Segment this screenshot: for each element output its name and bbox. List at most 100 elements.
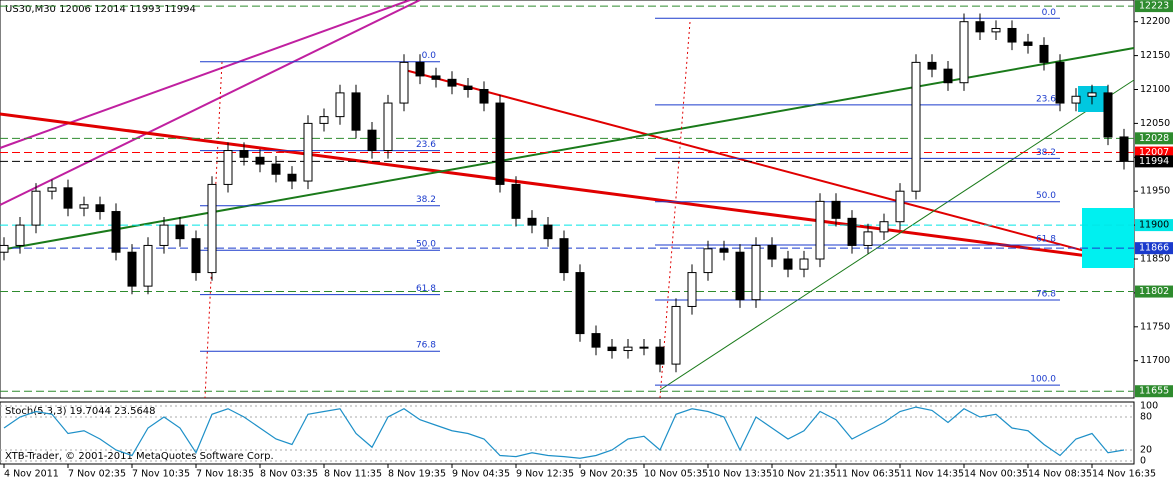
candle-body [927,61,937,70]
x-tick-label: 9 Nov 12:35 [516,469,574,480]
level-tag [1135,0,1173,13]
candle-body [1007,27,1017,43]
candle-body [159,224,169,246]
stoch-tick-label: 0 [1140,456,1146,467]
trendline [404,69,1135,265]
stoch-panel [0,401,1135,465]
candle-body [735,251,745,301]
candle-body [47,187,57,192]
candle-body [1071,95,1081,104]
fib-label: 0.0 [422,51,437,61]
candle-body [575,272,585,335]
x-tick-label: 9 Nov 20:35 [580,469,638,480]
candle-body [1039,44,1049,63]
candle-body [655,346,665,365]
candle-body [287,173,297,182]
candle-body [943,68,953,84]
x-tick-label: 9 Nov 04:35 [452,469,510,480]
candle-body [687,272,697,307]
candle-body [399,61,409,104]
trendline [0,112,1135,264]
y-tick-label: 11750 [1140,321,1170,332]
x-tick-label: 4 Nov 2011 [4,469,59,480]
candle-body [239,150,249,158]
y-tick-label: 11850 [1140,254,1170,265]
fib-label: 50.0 [416,240,436,250]
candle-body [15,224,25,246]
candle-body [1103,92,1113,138]
candle-body [959,21,969,84]
y-tick-label: 11700 [1140,355,1170,366]
x-tick-label: 7 Nov 18:35 [196,469,254,480]
candle-body [511,183,521,219]
level-label: 11900 [1139,220,1169,231]
candle-body [207,183,217,274]
level-label: 12007 [1139,147,1169,158]
candle-body [127,251,137,287]
candle-body [255,156,265,165]
candle-body [79,204,89,209]
y-tick-label: 12200 [1140,16,1170,27]
candle-body [831,200,841,219]
candle-body [607,346,617,352]
fib-label: 76.8 [1036,290,1056,300]
candle-body [1119,136,1129,162]
y-tick-label: 12050 [1140,118,1170,129]
level-label: 11994 [1139,156,1169,167]
candle-body [895,190,905,223]
candle-body [767,244,777,260]
candle-body [31,190,41,226]
candle-body [799,258,809,270]
trendline [204,61,223,399]
level-label: 11655 [1139,386,1169,397]
candle-body [351,92,361,131]
candle-body [751,244,761,301]
candle-body [431,75,441,80]
candle-body [335,92,345,118]
chart-title: US30,M30 12006 12014 11993 11994 [5,4,196,15]
x-tick-label: 10 Nov 21:35 [772,469,836,480]
level-tag [1135,242,1173,255]
y-tick-label: 11950 [1140,186,1170,197]
fib-label: 0.0 [1042,8,1057,18]
level-label: 11866 [1139,243,1169,254]
candle-body [815,200,825,260]
candle-body [383,102,393,152]
level-tag [1135,155,1173,168]
stoch-tick-label: 100 [1140,401,1158,412]
candle-body [703,248,713,274]
candle-body [175,224,185,240]
fib-label: 23.6 [1036,94,1056,104]
candle-body [303,122,313,182]
candle-body [0,244,9,253]
x-tick-label: 8 Nov 19:35 [388,469,446,480]
x-tick-label: 14 Nov 00:35 [964,469,1028,480]
candle-body [543,224,553,240]
candle-body [463,85,473,90]
main-panel [0,0,1135,399]
candle-body [1087,92,1097,97]
x-tick-label: 7 Nov 02:35 [68,469,126,480]
y-tick-label: 12100 [1140,84,1170,95]
candle-body [271,163,281,175]
candle-body [191,238,201,274]
candle-body [975,21,985,33]
candle-body [143,244,153,287]
x-tick-label: 10 Nov 13:35 [708,469,772,480]
fib-label: 100.0 [1030,375,1056,385]
candle-body [415,61,425,77]
x-tick-label: 11 Nov 06:35 [836,469,900,480]
fib-label: 50.0 [1036,191,1056,201]
zone [1078,86,1108,112]
x-tick-label: 14 Nov 16:35 [1092,469,1156,480]
x-tick-label: 7 Nov 10:35 [132,469,190,480]
candle-body [495,102,505,185]
candle-body [447,78,457,87]
y-tick-label: 12150 [1140,50,1170,61]
candle-body [223,150,233,185]
x-tick-label: 14 Nov 08:35 [1028,469,1092,480]
level-tag [1135,385,1173,398]
candle-body [367,129,377,152]
stoch-tick-label: 20 [1140,445,1152,456]
